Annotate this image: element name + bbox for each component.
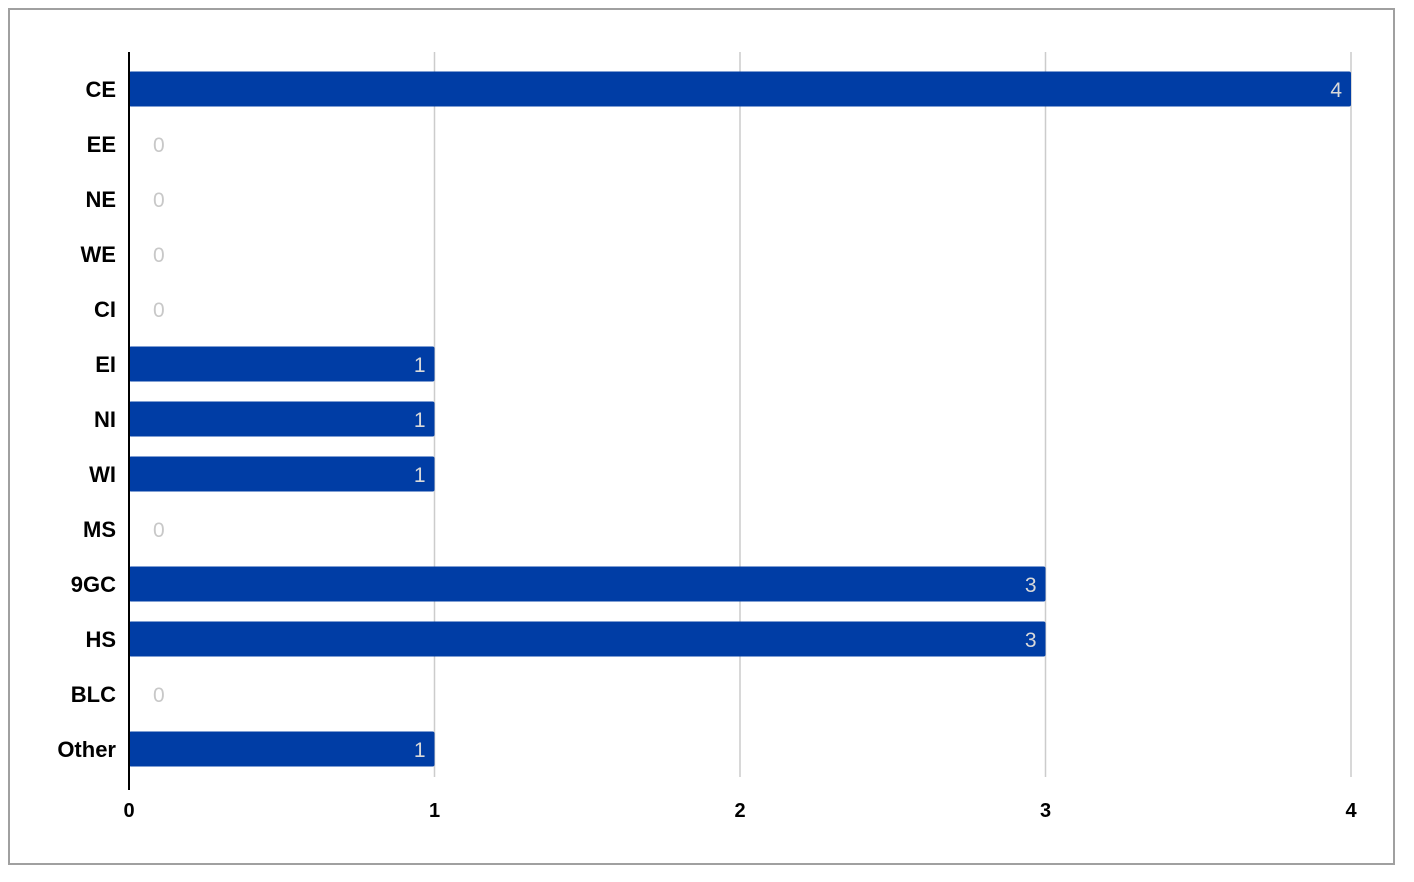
- category-label: NE: [85, 187, 116, 212]
- category-label: WI: [89, 462, 116, 487]
- data-label: 3: [1025, 574, 1037, 597]
- bar-ce: [129, 71, 1351, 107]
- x-tick-label: 0: [123, 800, 134, 822]
- data-label: 1: [414, 464, 426, 487]
- category-label: EI: [95, 352, 116, 377]
- category-label: 9GC: [71, 572, 116, 597]
- category-label: EE: [87, 132, 116, 157]
- category-label: WE: [81, 242, 116, 267]
- bar-hs: [129, 621, 1046, 657]
- data-label: 1: [414, 409, 426, 432]
- data-label: 0: [153, 134, 165, 157]
- labels: 0 1 2 3 4 CE 4 EE 0 NE 0 WE 0 CI 0 EI 1 NI 1 WI 1 MS 0 9GC 3 HS 3 B…: [57, 77, 1357, 822]
- category-label: CE: [85, 77, 116, 102]
- data-label: 0: [153, 189, 165, 212]
- bar-other: [129, 731, 435, 767]
- category-label: CI: [94, 297, 116, 322]
- data-label: 1: [414, 739, 426, 762]
- x-tick-label: 3: [1040, 800, 1051, 822]
- category-label: NI: [94, 407, 116, 432]
- category-label: HS: [85, 627, 116, 652]
- data-label: 0: [153, 684, 165, 707]
- bar-9gc: [129, 566, 1046, 602]
- category-label: Other: [57, 737, 116, 762]
- category-label: BLC: [71, 682, 116, 707]
- bar-ei: [129, 346, 435, 382]
- data-label: 3: [1025, 629, 1037, 652]
- data-label: 0: [153, 519, 165, 542]
- gridlines: [433, 52, 1352, 777]
- bar-wi: [129, 456, 435, 492]
- x-tick-label: 2: [734, 800, 745, 822]
- bar-ni: [129, 401, 435, 437]
- x-tick-label: 1: [429, 800, 440, 822]
- data-label: 0: [153, 244, 165, 267]
- data-label: 4: [1330, 79, 1342, 102]
- data-label: 1: [414, 354, 426, 377]
- bars: [129, 71, 1351, 767]
- x-tick-label: 4: [1345, 800, 1357, 822]
- data-label: 0: [153, 299, 165, 322]
- category-label: MS: [83, 517, 116, 542]
